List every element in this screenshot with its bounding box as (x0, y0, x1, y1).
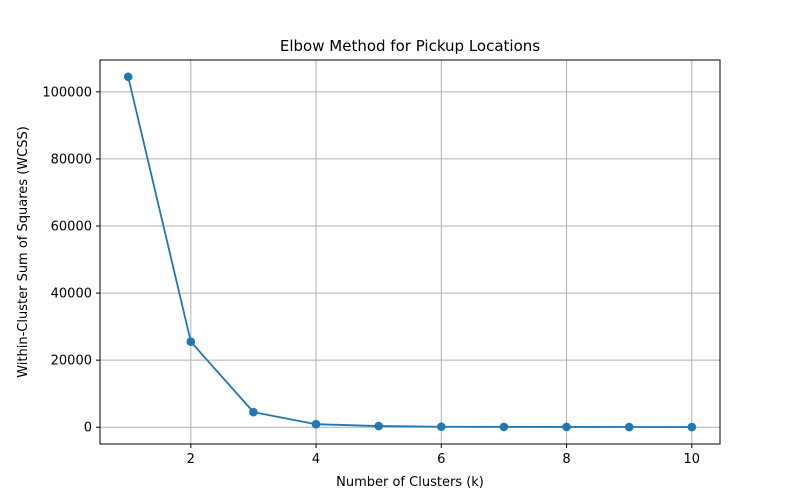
data-point (186, 337, 196, 347)
data-point (311, 419, 321, 429)
chart-title: Elbow Method for Pickup Locations (280, 37, 540, 55)
data-point (374, 421, 383, 431)
y-tick-label: 20000 (51, 354, 92, 369)
data-point (687, 422, 697, 432)
data-point (437, 422, 446, 432)
y-tick-label: 80000 (51, 152, 92, 167)
y-axis-label: Within-Cluster Sum of Squares (WCSS) (16, 126, 31, 378)
x-tick-label: 10 (684, 452, 701, 467)
x-tick-label: 6 (437, 452, 445, 467)
y-tick-label: 0 (84, 421, 92, 436)
data-point (249, 407, 258, 417)
x-tick-label: 8 (562, 452, 570, 467)
data-point (123, 72, 133, 82)
data-point (624, 422, 634, 432)
y-tick-label: 60000 (51, 220, 92, 235)
plot-frame (99, 59, 721, 445)
x-axis-label: Number of Clusters (k) (336, 475, 484, 490)
y-tick-label: 40000 (51, 287, 92, 302)
y-axis-ticks: 0 20000 40000 60000 80000 100000 (42, 85, 100, 436)
data-point (562, 422, 571, 432)
data-point (499, 422, 509, 432)
x-tick-label: 2 (187, 452, 195, 467)
series-wcss (123, 72, 697, 432)
y-tick-label: 100000 (42, 85, 92, 100)
series-line (127, 76, 692, 428)
x-tick-label: 4 (312, 452, 320, 467)
x-axis-ticks: 2 4 6 8 10 (187, 444, 700, 467)
grid-lines (100, 60, 720, 444)
